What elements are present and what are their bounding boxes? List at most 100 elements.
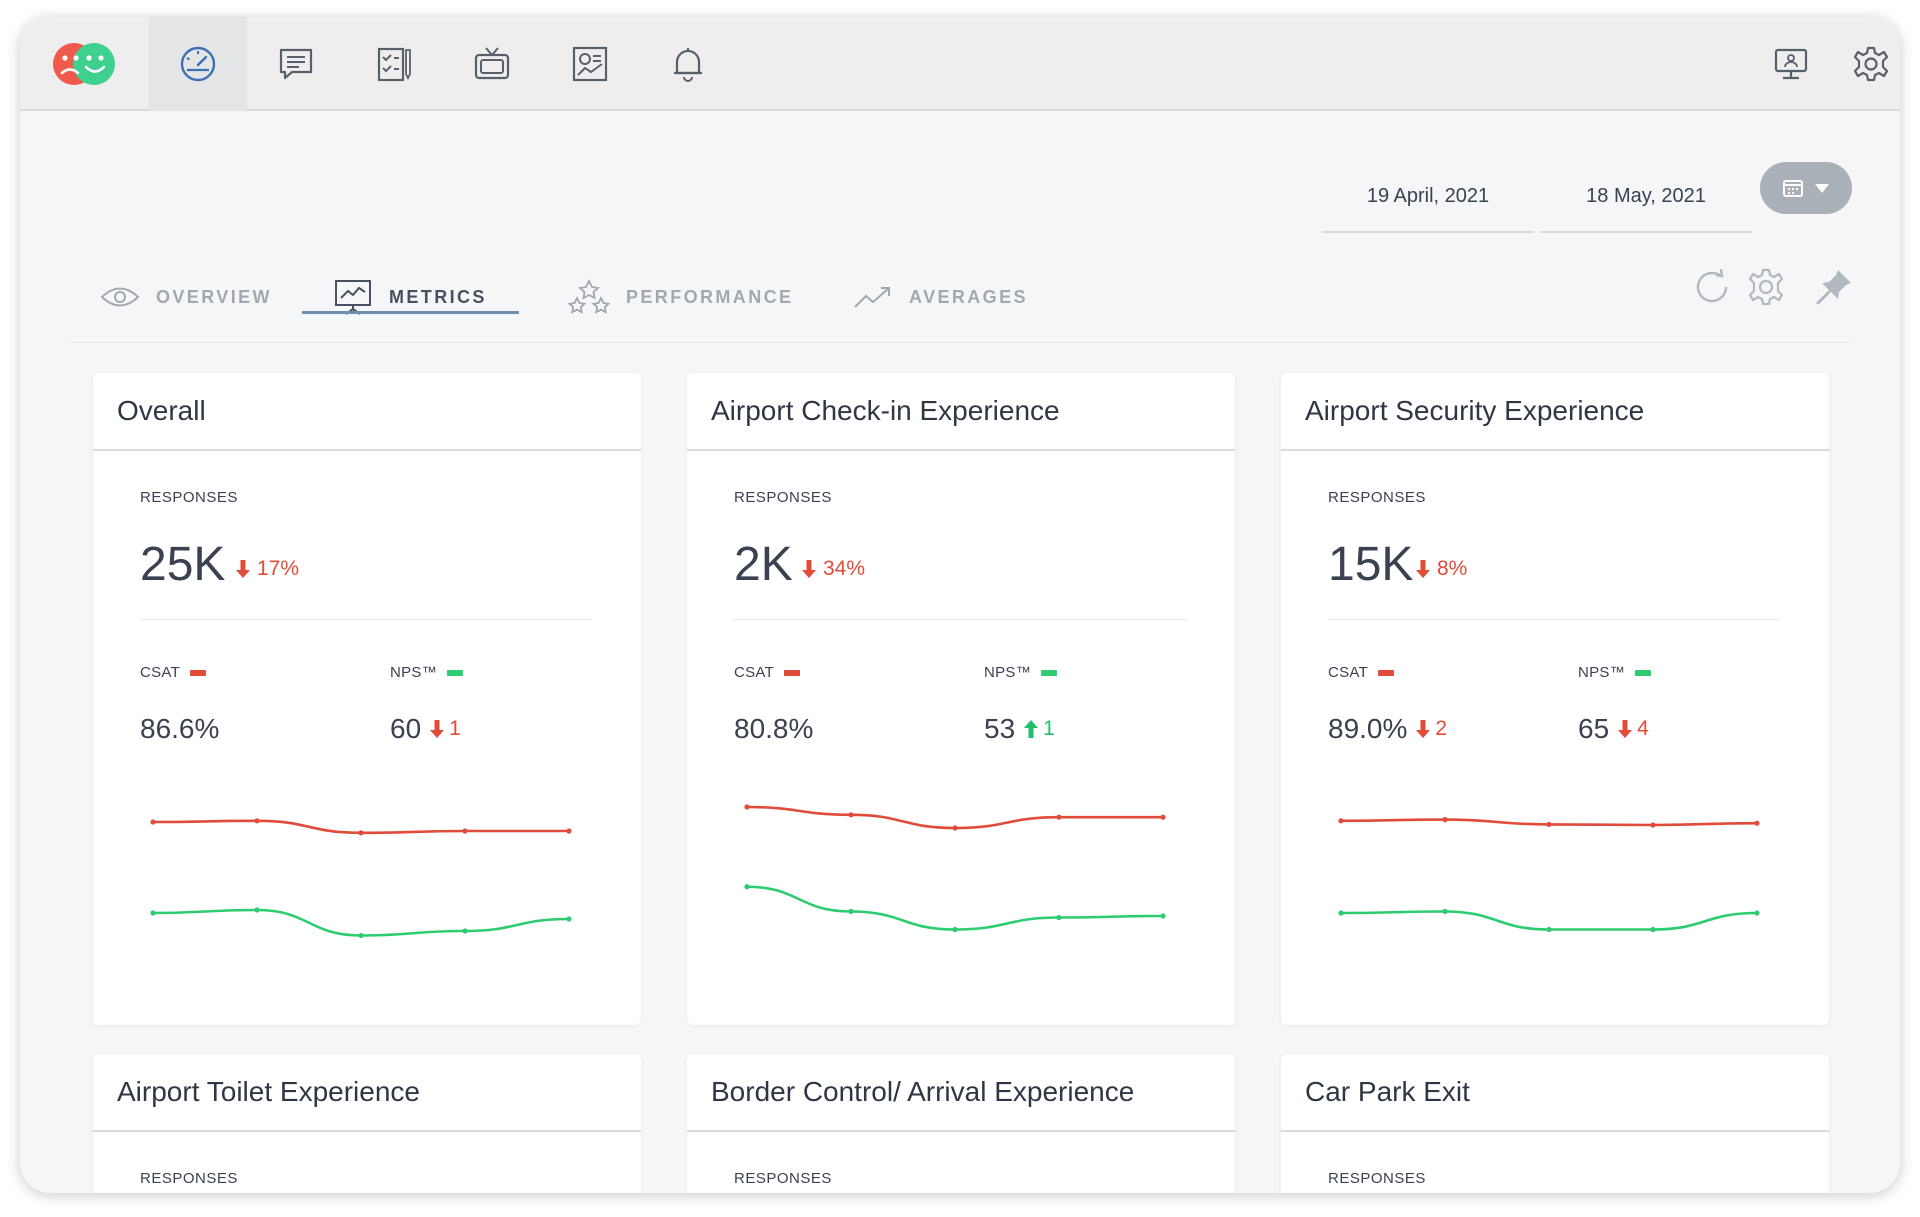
responses-label: RESPONSES	[140, 489, 238, 506]
trend-chart	[744, 804, 1166, 933]
nps-trend-point[interactable]	[1442, 908, 1448, 915]
responses-label: RESPONSES	[140, 1170, 238, 1187]
nps-trend-point[interactable]	[744, 884, 750, 890]
tab-averages-label: AVERAGES	[909, 286, 1028, 307]
report-chart-icon	[572, 46, 608, 82]
csat-trend-point[interactable]	[952, 825, 958, 831]
nav-feedback[interactable]	[247, 17, 345, 111]
csat-label: CSAT	[140, 664, 207, 681]
arrow-down-icon	[1416, 560, 1430, 578]
nav-notifications[interactable]	[639, 17, 737, 111]
csat-value: 86.6%	[140, 713, 219, 745]
responses-change: 17%	[235, 557, 299, 581]
start-date-field[interactable]: 19 April, 2021	[1322, 162, 1534, 233]
responses-label: RESPONSES	[1328, 489, 1426, 506]
csat-trend-point[interactable]	[744, 804, 750, 810]
nps-label: NPS™	[390, 664, 464, 681]
csat-trend-point[interactable]	[150, 819, 156, 825]
tab-divider	[68, 342, 1852, 343]
nps-legend-swatch	[1635, 669, 1652, 676]
nps-trend-point[interactable]	[254, 907, 260, 913]
arrow-down-icon	[1618, 720, 1633, 738]
csat-trend-point[interactable]	[1056, 814, 1062, 820]
kiosk-button[interactable]	[1751, 17, 1831, 111]
nps-value-text: 60	[390, 713, 422, 744]
csat-value-text: 89.0%	[1328, 713, 1408, 744]
tab-performance[interactable]: PERFORMANCE	[568, 269, 793, 325]
arrow-down-icon	[802, 560, 816, 578]
nps-value-text: 53	[984, 713, 1016, 744]
app-window: 19 April, 2021 18 May, 2021 OVERVIEW	[20, 17, 1900, 1193]
dashboard-settings-gear-icon[interactable]	[1744, 265, 1788, 309]
tab-overview-label: OVERVIEW	[156, 286, 272, 307]
nps-legend-swatch	[1041, 669, 1058, 676]
nps-trend-point[interactable]	[566, 916, 572, 922]
stars-icon	[568, 278, 610, 314]
tab-averages[interactable]: AVERAGES	[853, 269, 1028, 325]
nps-label-text: NPS™	[390, 664, 438, 681]
nps-change-value: 1	[1043, 717, 1055, 740]
nps-value: 53 1	[984, 713, 1055, 745]
csat-trend-point[interactable]	[1546, 821, 1552, 827]
tab-overview[interactable]: OVERVIEW	[100, 269, 272, 325]
nps-trend-point[interactable]	[150, 910, 156, 916]
end-date-text: 18 May, 2021	[1586, 185, 1706, 207]
nps-trend-point[interactable]	[1056, 914, 1062, 921]
arrow-up-icon	[1024, 720, 1039, 738]
nav-dashboard[interactable]	[149, 17, 247, 111]
responses-label: RESPONSES	[1328, 1170, 1426, 1187]
csat-value: 89.0% 2	[1328, 713, 1447, 745]
csat-trend-point[interactable]	[848, 812, 854, 818]
pin-icon[interactable]	[1812, 265, 1856, 309]
nps-trend-point[interactable]	[1650, 926, 1656, 933]
nps-trend-point[interactable]	[1546, 926, 1552, 933]
card-title: Car Park Exit	[1281, 1054, 1829, 1132]
end-date-field[interactable]: 18 May, 2021	[1540, 162, 1752, 233]
nps-change: 1	[1023, 717, 1055, 741]
arrow-down-icon	[236, 560, 250, 578]
responses-change-value: 17%	[257, 557, 300, 580]
card-divider	[1328, 619, 1780, 620]
csat-trend-point[interactable]	[1338, 818, 1344, 824]
top-navigation-bar	[20, 17, 1900, 111]
nps-trend-point[interactable]	[462, 928, 468, 934]
tab-metrics[interactable]: METRICS	[333, 269, 487, 325]
responses-value: 2K	[734, 538, 793, 591]
csat-trend-point[interactable]	[566, 828, 572, 834]
metric-card-toilet: Airport Toilet Experience RESPONSES	[93, 1054, 641, 1193]
trend-up-icon	[854, 287, 890, 308]
csat-trend-point[interactable]	[1754, 820, 1760, 826]
start-date-text: 19 April, 2021	[1366, 185, 1490, 207]
settings-button[interactable]	[1831, 17, 1900, 111]
csat-trend-point[interactable]	[462, 828, 468, 834]
csat-trend-point[interactable]	[254, 818, 260, 824]
nps-trend-point[interactable]	[952, 926, 958, 933]
nps-trend-point[interactable]	[848, 908, 854, 915]
refresh-icon[interactable]	[1690, 265, 1734, 309]
csat-value: 80.8%	[734, 713, 813, 745]
csat-trend-point[interactable]	[1160, 814, 1166, 820]
bell-icon	[674, 48, 702, 82]
csat-trend-point[interactable]	[1442, 817, 1448, 823]
nps-trend-point[interactable]	[358, 932, 364, 939]
csat-trend-point[interactable]	[358, 830, 364, 836]
sad-happy-faces-logo[interactable]	[50, 39, 120, 89]
nav-displays[interactable]	[443, 17, 541, 111]
kiosk-monitor-icon	[1774, 48, 1808, 80]
nps-trend-point[interactable]	[1338, 910, 1344, 916]
nps-trend-point[interactable]	[1754, 910, 1760, 916]
responses-change: 34%	[801, 557, 865, 581]
nav-surveys[interactable]	[345, 17, 443, 111]
responses-value: 25K	[140, 538, 226, 591]
nps-change: 1	[429, 717, 461, 741]
nps-value-text: 65	[1578, 713, 1610, 744]
calendar-icon	[1783, 180, 1803, 197]
calendar-dropdown-button[interactable]	[1760, 162, 1852, 214]
nps-trend-point[interactable]	[1160, 913, 1166, 919]
responses-change-value: 8%	[1437, 557, 1468, 580]
nav-reports[interactable]	[541, 17, 639, 111]
csat-trend-point[interactable]	[1650, 822, 1656, 828]
caret-down-icon	[1815, 184, 1829, 193]
tab-metrics-label: METRICS	[389, 286, 487, 307]
chat-list-icon	[279, 48, 313, 80]
